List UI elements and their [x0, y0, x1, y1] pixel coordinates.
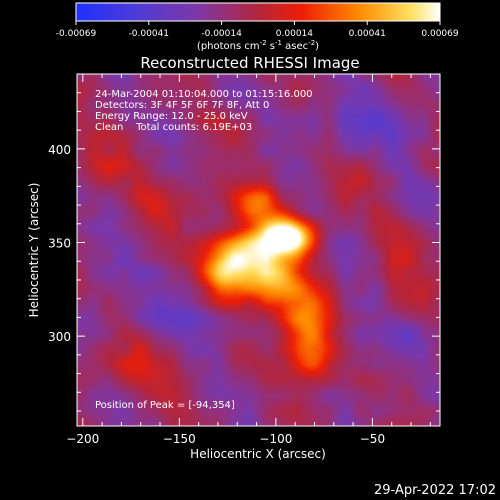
colorbar-tick-label: 0.00014 — [276, 29, 313, 39]
annotation-energy-range: Energy Range: 12.0 - 25.0 keV — [95, 111, 248, 122]
x-tick-label: −150 — [163, 432, 196, 446]
colorbar: -0.00069 -0.00041 -0.00014 0.00014 0.00041 0.… — [56, 2, 459, 52]
colorbar-unit-label: (photons cm-2 s-1 asec-2) — [197, 39, 319, 52]
annotations: 24-Mar-2004 01:10:04.000 to 01:15:16.000… — [95, 89, 313, 411]
colorbar-gradient — [75, 2, 441, 22]
x-axis-label: Heliocentric X (arcsec) — [190, 447, 326, 461]
peak-position-label: Position of Peak = [-94,354] — [95, 400, 235, 411]
x-tick-label: −50 — [360, 432, 385, 446]
y-tick-label: 400 — [48, 143, 71, 157]
axis-ticks: −200 −150 −100 −50 300 350 400 — [48, 73, 440, 446]
x-tick-label: −200 — [66, 432, 99, 446]
colorbar-ticks: -0.00069 -0.00041 -0.00014 0.00014 0.00041 0.… — [56, 21, 459, 39]
colorbar-tick-label: -0.00041 — [129, 29, 169, 39]
plot-frame — [76, 73, 441, 427]
heatmap-image — [77, 74, 440, 426]
annotation-total-counts: Clean Total counts: 6.19E+03 — [95, 122, 252, 133]
colorbar-tick-label: 0.00041 — [349, 29, 386, 39]
colorbar-tick-label: 0.00069 — [421, 29, 458, 39]
plot-area: −200 −150 −100 −50 300 350 400 — [48, 73, 441, 446]
x-tick-label: −100 — [259, 432, 292, 446]
colorbar-tick-label: -0.00014 — [201, 29, 242, 39]
y-tick-label: 300 — [48, 330, 71, 344]
annotation-detectors: Detectors: 3F 4F 5F 6F 7F 8F, Att 0 — [95, 100, 269, 111]
colorbar-tick-label: -0.00069 — [56, 29, 97, 39]
y-axis-label: Heliocentric Y (arcsec) — [27, 183, 41, 318]
y-tick-label: 350 — [48, 237, 71, 251]
footer-timestamp: 29-Apr-2022 17:02 — [374, 483, 496, 498]
annotation-time-range: 24-Mar-2004 01:10:04.000 to 01:15:16.000 — [95, 89, 313, 100]
chart-title: Reconstructed RHESSI Image — [140, 54, 359, 72]
